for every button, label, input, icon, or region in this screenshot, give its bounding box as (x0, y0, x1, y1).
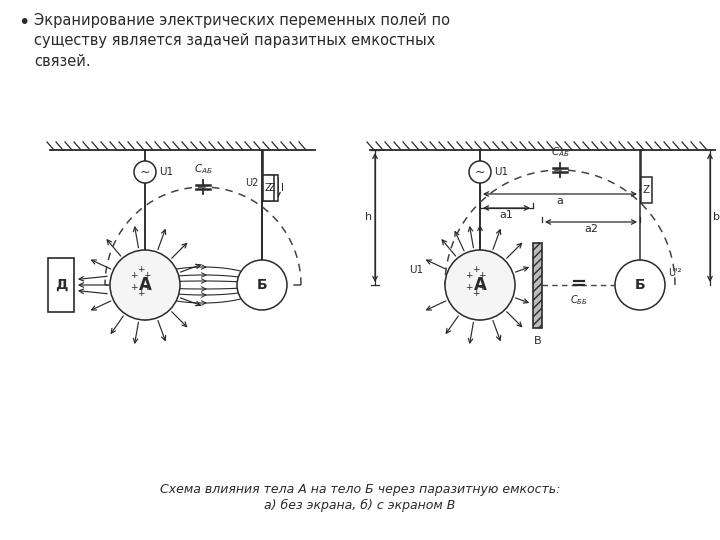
Text: h: h (365, 213, 372, 222)
Text: Z: Z (269, 183, 275, 193)
Text: U2: U2 (245, 178, 258, 188)
Text: В: В (534, 335, 541, 346)
Text: $C_{АБ}$: $C_{АБ}$ (194, 162, 212, 176)
Text: +: + (478, 284, 486, 293)
Text: Схема влияния тела А на тело Б через паразитную емкость:: Схема влияния тела А на тело Б через пар… (160, 483, 560, 496)
Text: Экранирование электрических переменных полей по
существу является задачей парази: Экранирование электрических переменных п… (34, 13, 450, 69)
Text: a: a (557, 196, 564, 206)
Text: +: + (472, 289, 480, 299)
Text: I: I (281, 183, 284, 193)
Text: +: + (472, 266, 480, 274)
Bar (641, 177, 652, 203)
Text: +: + (130, 272, 138, 280)
Text: +: + (138, 289, 145, 299)
Text: U'²: U'² (668, 268, 682, 278)
Text: +: + (143, 284, 150, 293)
Text: А: А (474, 276, 487, 294)
Circle shape (469, 161, 491, 183)
Text: А: А (138, 276, 151, 294)
Text: Z: Z (643, 185, 650, 195)
Text: +: + (138, 266, 145, 274)
Text: U1: U1 (159, 167, 173, 177)
Text: +: + (143, 272, 150, 280)
Text: +: + (465, 272, 473, 280)
Text: Z: Z (265, 183, 272, 193)
Text: Б: Б (635, 278, 645, 292)
Text: $C_{АБ}$: $C_{АБ}$ (551, 145, 570, 159)
Bar (48, 258, 74, 312)
Text: U1: U1 (409, 265, 423, 275)
Text: +: + (465, 284, 473, 293)
Bar (263, 175, 274, 201)
Text: Д: Д (55, 278, 67, 292)
Text: U1: U1 (494, 167, 508, 177)
Text: a1: a1 (500, 210, 513, 220)
Text: ~: ~ (474, 165, 485, 179)
Text: b: b (713, 213, 720, 222)
Circle shape (615, 260, 665, 310)
Circle shape (134, 161, 156, 183)
Text: а) без экрана, б) с экраном В: а) без экрана, б) с экраном В (264, 498, 456, 511)
Text: ~: ~ (140, 165, 150, 179)
Text: •: • (18, 13, 30, 32)
Text: a2: a2 (584, 224, 598, 234)
Circle shape (110, 250, 180, 320)
Bar (266, 175, 277, 201)
Text: +: + (130, 284, 138, 293)
Text: Б: Б (257, 278, 267, 292)
Bar (533, 242, 542, 327)
Text: $C_{ББ}$: $C_{ББ}$ (570, 293, 588, 307)
Text: +: + (478, 272, 486, 280)
Circle shape (445, 250, 515, 320)
Circle shape (237, 260, 287, 310)
